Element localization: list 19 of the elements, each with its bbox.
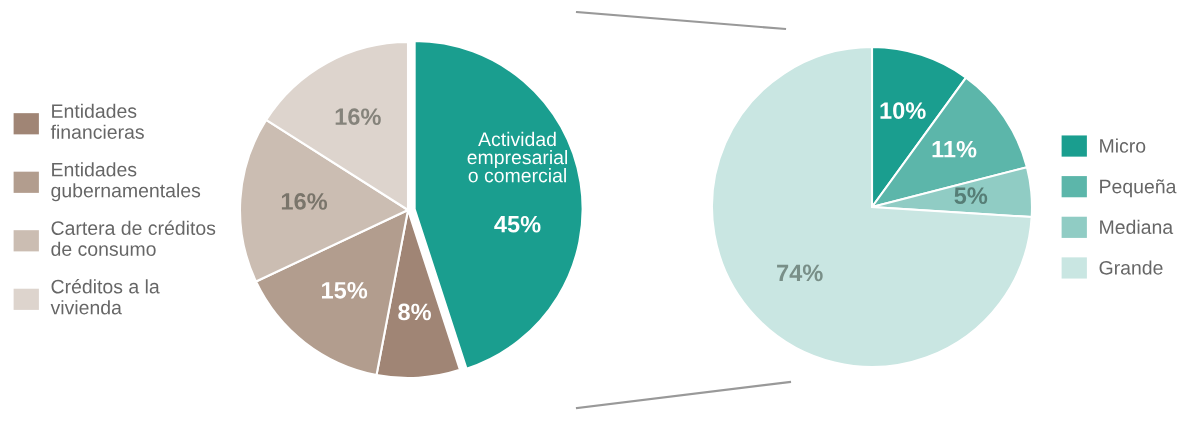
data-label: 16% <box>335 108 381 126</box>
data-label: 16% <box>281 193 328 210</box>
legend-label: Entidades financieras <box>50 103 144 139</box>
legend-label: Grande <box>1099 260 1163 275</box>
pie-slice <box>711 45 1033 369</box>
legend-label: Mediana <box>1100 219 1174 235</box>
data-label: 8% <box>398 303 431 321</box>
legend-label: Micro <box>1100 138 1146 153</box>
legend-label: Cartera de créditos de consumo <box>51 220 216 256</box>
data-label: 15% <box>322 281 368 299</box>
text: Actividad empresarial o comercial <box>467 131 568 183</box>
legend-label: Pequeña <box>1100 179 1177 198</box>
data-label: 11% <box>932 140 977 158</box>
data-label: 5% <box>954 187 988 204</box>
data-label: 45% <box>494 215 541 233</box>
legend-label: Entidades gubernamentales <box>51 162 201 202</box>
data-label: 10% <box>880 102 926 119</box>
legend-label: Créditos a la vivienda <box>50 279 160 315</box>
data-label: 74% <box>777 264 823 282</box>
